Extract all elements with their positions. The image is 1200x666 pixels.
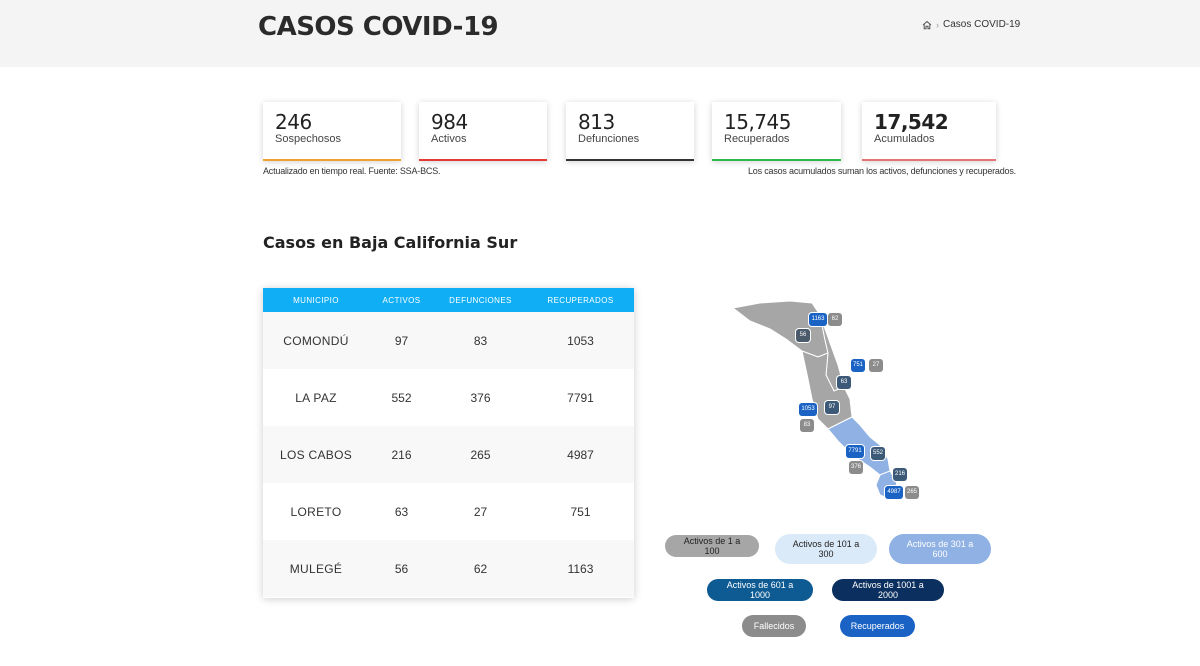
column-header: ACTIVOS <box>382 295 421 305</box>
table-body: COMONDÚ 97 83 1053 LA PAZ 552 376 7791 L… <box>263 312 634 597</box>
cases-table: MUNICIPIO ACTIVOS DEFUNCIONES RECUPERADO… <box>263 288 634 598</box>
stat-color-bar <box>263 159 401 161</box>
stat-value: 246 <box>275 110 312 134</box>
map-badge: 7791 <box>846 445 864 458</box>
legend-activos-101-300[interactable]: Activos de 101 a 300 <box>775 534 877 564</box>
map-region-mulege[interactable] <box>731 300 829 358</box>
stat-value: 17,542 <box>874 110 949 134</box>
cell-municipio: COMONDÚ <box>283 333 349 348</box>
stat-value: 15,745 <box>724 110 791 134</box>
cell-recuperados: 1053 <box>567 333 594 348</box>
cell-defunciones: 27 <box>473 504 488 519</box>
cell-recuperados: 7791 <box>567 390 594 405</box>
table-row: LA PAZ 552 376 7791 <box>263 369 634 426</box>
map-badge: 97 <box>825 401 839 414</box>
cell-recuperados: 751 <box>570 504 591 519</box>
cell-municipio: LA PAZ <box>295 390 337 405</box>
stat-color-bar <box>566 159 694 161</box>
legend-fallecidos[interactable]: Fallecidos <box>742 615 806 637</box>
stat-color-bar <box>419 159 547 161</box>
column-header: RECUPERADOS <box>547 295 614 305</box>
table-header: MUNICIPIO ACTIVOS DEFUNCIONES RECUPERADO… <box>263 288 634 312</box>
cell-activos: 63 <box>394 504 409 519</box>
legend-recuperados[interactable]: Recuperados <box>840 615 915 637</box>
stat-value: 984 <box>431 110 468 134</box>
stat-color-bar <box>712 159 841 161</box>
cell-recuperados: 1163 <box>567 561 594 576</box>
stat-card-activos: 984 Activos <box>419 102 547 161</box>
map-badge: 751 <box>851 359 866 372</box>
stat-color-bar <box>862 159 996 161</box>
stat-card-sospechosos: 246 Sospechosos <box>263 102 401 161</box>
cell-defunciones: 62 <box>473 561 488 576</box>
breadcrumb: › Casos COVID-19 <box>922 19 1020 30</box>
cell-activos: 552 <box>391 390 412 405</box>
stat-label: Recuperados <box>724 133 790 145</box>
table-row: LORETO 63 27 751 <box>263 483 634 540</box>
section-title: Casos en Baja California Sur <box>263 233 518 252</box>
cell-municipio: MULEGÉ <box>289 561 343 576</box>
stat-label: Sospechosos <box>275 133 342 145</box>
map-badge: 376 <box>849 461 864 474</box>
cell-municipio: LOS CABOS <box>279 447 353 462</box>
map-badge: 216 <box>893 468 908 481</box>
cell-activos: 56 <box>394 561 409 576</box>
cell-activos: 216 <box>391 447 412 462</box>
legend-activos-1001-2000[interactable]: Activos de 1001 a 2000 <box>832 579 944 601</box>
cell-recuperados: 4987 <box>567 447 594 462</box>
table-row: COMONDÚ 97 83 1053 <box>263 312 634 369</box>
map-badge: 63 <box>837 376 851 389</box>
top-header-bar: CASOS COVID-19 › Casos COVID-19 <box>0 0 1200 67</box>
legend-activos-601-1000[interactable]: Activos de 601 a 1000 <box>707 579 813 601</box>
page-title: CASOS COVID-19 <box>258 12 499 42</box>
map-badge: 27 <box>869 359 883 372</box>
legend-activos-1-100[interactable]: Activos de 1 a 100 <box>665 535 759 557</box>
map-region-comondu[interactable] <box>801 350 853 430</box>
stat-value: 813 <box>578 110 615 134</box>
cell-defunciones: 376 <box>470 390 491 405</box>
breadcrumb-current: Casos COVID-19 <box>943 19 1021 30</box>
map-badge: 552 <box>871 447 886 460</box>
source-note: Actualizado en tiempo real. Fuente: SSA-… <box>263 166 441 176</box>
map-badge: 56 <box>796 329 810 342</box>
cell-defunciones: 265 <box>470 447 491 462</box>
stat-card-defunciones: 813 Defunciones <box>566 102 694 161</box>
map-badge: 265 <box>905 486 920 499</box>
stat-label: Defunciones <box>578 133 640 145</box>
map-badge: 1163 <box>809 313 827 326</box>
cell-defunciones: 83 <box>473 333 488 348</box>
cell-activos: 97 <box>394 333 409 348</box>
map-badge: 62 <box>828 313 842 326</box>
cell-municipio: LORETO <box>290 504 342 519</box>
stat-card-acumulados: 17,542 Acumulados <box>862 102 996 161</box>
stat-card-recuperados: 15,745 Recuperados <box>712 102 841 161</box>
stat-label: Activos <box>431 133 467 145</box>
stat-label: Acumulados <box>874 133 935 145</box>
table-row: LOS CABOS 216 265 4987 <box>263 426 634 483</box>
home-icon[interactable] <box>922 20 932 30</box>
map-badge: 1053 <box>799 403 817 416</box>
column-header: DEFUNCIONES <box>449 295 512 305</box>
baja-california-sur-map <box>731 300 899 500</box>
breadcrumb-separator-icon: › <box>936 19 939 30</box>
map-badge: 83 <box>800 419 814 432</box>
map-badge: 4987 <box>885 486 903 499</box>
accumulated-note: Los casos acumulados suman los activos, … <box>748 166 1016 176</box>
column-header: MUNICIPIO <box>293 295 339 305</box>
legend-activos-301-600[interactable]: Activos de 301 a 600 <box>889 534 991 564</box>
table-row: MULEGÉ 56 62 1163 <box>263 540 634 597</box>
